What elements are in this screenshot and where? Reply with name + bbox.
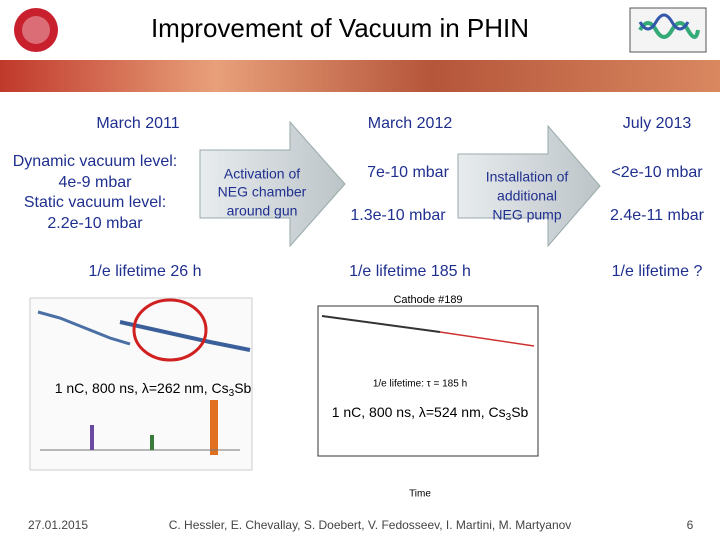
lifetime: 1/e lifetime 185 h (349, 263, 471, 280)
plot-image (298, 296, 550, 500)
arrow-text: NEG chamber (218, 184, 307, 200)
page-number: 6 (687, 518, 694, 532)
arrow-text: additional (497, 188, 557, 204)
column-date: July 2013 (623, 115, 692, 132)
vacuum-text: 7e-10 mbar (367, 164, 449, 181)
lifetime: 1/e lifetime 26 h (89, 263, 202, 280)
plot-title: Cathode #189 (393, 294, 462, 306)
vacuum-text: 1.3e-10 mbar (350, 207, 446, 224)
vacuum-text: 4e-9 mbar (59, 174, 133, 191)
plot-caption: 1 nC, 800 ns, λ=524 nm, Cs3Sb (332, 404, 529, 423)
arrow-text: NEG pump (492, 207, 561, 223)
vacuum-text: 2.4e-11 mbar (610, 207, 705, 224)
slide-title: Improvement of Vacuum in PHIN (151, 13, 529, 43)
logo-right (629, 7, 707, 53)
vacuum-text: Static vacuum level: (24, 194, 166, 211)
plot-image (29, 297, 253, 471)
banner (0, 60, 720, 92)
arrow-text: around gun (227, 203, 298, 219)
column-date: March 2012 (368, 115, 453, 132)
arrow (457, 124, 601, 248)
column-date: March 2011 (96, 115, 179, 132)
logo-clic (14, 8, 58, 52)
footer-authors: C. Hessler, E. Chevallay, S. Doebert, V.… (169, 518, 572, 532)
vacuum-text: Dynamic vacuum level: (13, 153, 178, 170)
arrow (199, 120, 346, 248)
vacuum-text: <2e-10 mbar (611, 164, 703, 181)
plot-x-label: Time (409, 489, 431, 500)
plot-annotation: 1/e lifetime: τ = 185 h (373, 379, 467, 390)
plot-caption: 1 nC, 800 ns, λ=262 nm, Cs3Sb (55, 380, 252, 399)
arrow-text: Installation of (486, 169, 569, 185)
vacuum-text: 2.2e-10 mbar (47, 215, 143, 232)
footer-date: 27.01.2015 (28, 518, 88, 532)
arrow-text: Activation of (224, 166, 300, 182)
lifetime: 1/e lifetime ? (612, 263, 703, 280)
